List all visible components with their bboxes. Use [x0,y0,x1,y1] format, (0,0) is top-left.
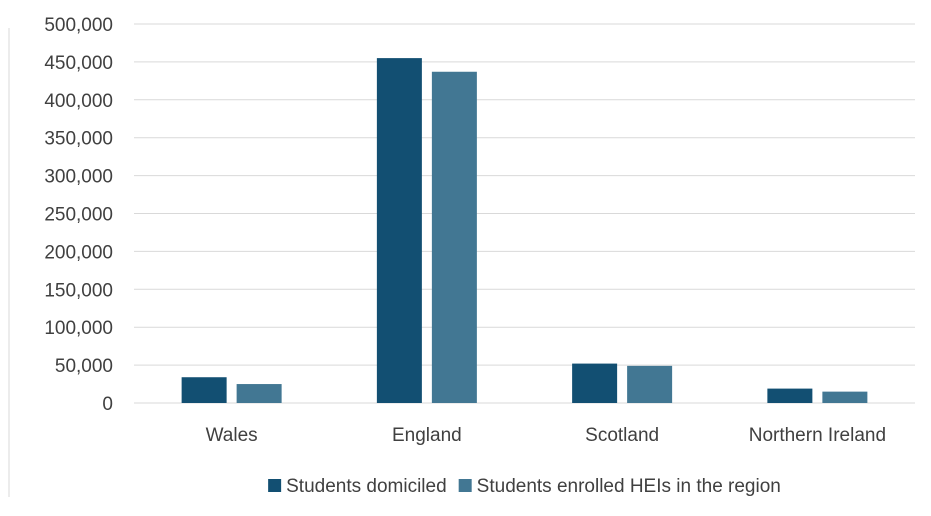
legend-item-series-1: Students domiciled [268,476,447,497]
legend: Students domiciled Students enrolled HEIs… [268,476,781,497]
bar-northern-ireland-series-2 [822,391,868,403]
y-tick-label: 450,000 [44,53,113,74]
bars [181,58,868,404]
bar-northern-ireland-series-1 [767,388,813,403]
bar-england-series-2 [431,71,477,403]
legend-swatch [268,479,282,492]
y-tick-label: 0 [102,394,113,415]
y-tick-label: 400,000 [44,91,113,112]
y-axis-tick-labels: 0 50,000 100,000 150,000 200,000 250,000 300,0… [44,15,113,415]
bar-scotland-series-1 [572,363,618,403]
bar-england-series-1 [376,58,422,404]
x-category-label: Northern Ireland [749,425,886,446]
x-axis-category-labels: Wales England Scotland Northern Ireland [206,425,886,446]
y-tick-label: 50,000 [55,356,113,377]
legend-swatch [458,479,472,492]
y-tick-label: 100,000 [44,318,113,339]
bar-scotland-series-2 [627,365,673,403]
x-category-label: Wales [206,425,258,446]
legend-label: Students domiciled [286,476,447,497]
y-tick-label: 350,000 [44,129,113,150]
legend-label: Students enrolled HEIs in the region [477,476,781,497]
bar-wales-series-2 [236,384,282,403]
y-tick-label: 500,000 [44,15,113,36]
x-category-label: England [392,425,462,446]
y-tick-label: 250,000 [44,205,113,226]
legend-item-series-2: Students enrolled HEIs in the region [458,476,781,497]
bar-wales-series-1 [181,377,227,403]
gridlines [134,23,915,404]
x-category-label: Scotland [585,425,659,446]
y-tick-label: 150,000 [44,280,113,301]
y-tick-label: 300,000 [44,167,113,188]
y-tick-label: 200,000 [44,242,113,263]
